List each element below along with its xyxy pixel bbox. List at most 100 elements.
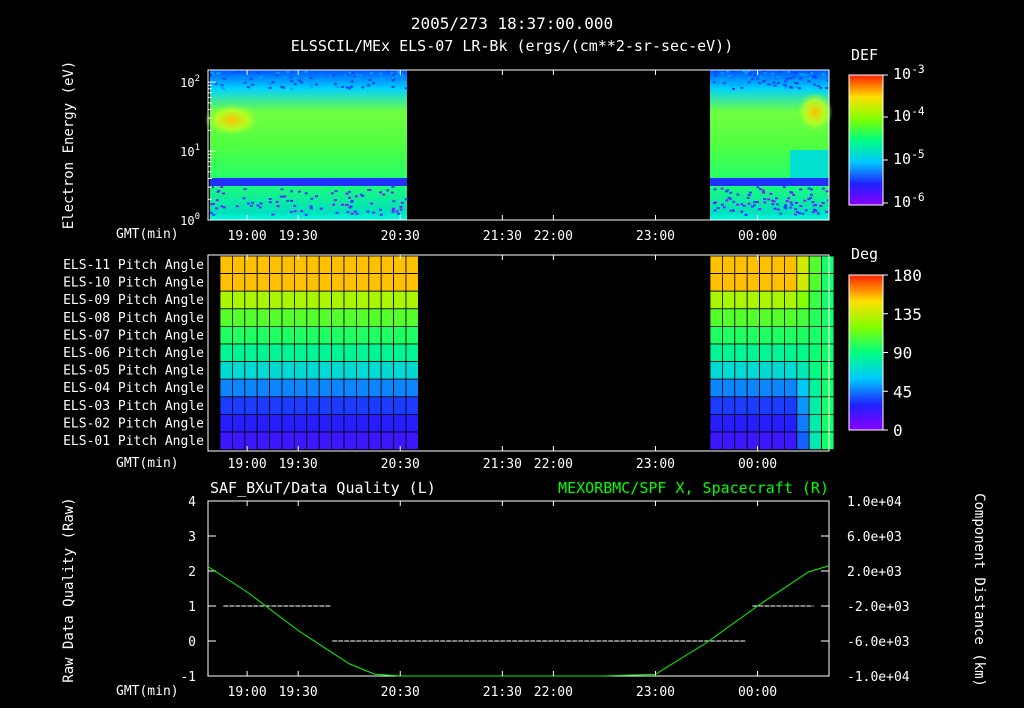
quality-right-ylabel: Component Distance (km) bbox=[971, 493, 987, 687]
quality-left-title: SAF_BXuT/Data Quality (L) bbox=[210, 479, 436, 497]
pitch-cell bbox=[746, 308, 761, 327]
pitch-cell bbox=[368, 413, 382, 433]
energy-speckle bbox=[256, 204, 260, 207]
energy-speckle bbox=[722, 206, 726, 209]
quality-left-ylabel: Raw Data Quality (Raw) bbox=[61, 497, 77, 682]
energy-speckle bbox=[314, 195, 318, 198]
pitch-cell bbox=[331, 413, 345, 433]
pitch-cell bbox=[759, 413, 773, 433]
energy-speckle bbox=[756, 186, 760, 189]
pitch-cell bbox=[759, 361, 773, 380]
energy-speckle bbox=[809, 196, 813, 199]
energy-speckle bbox=[379, 213, 383, 216]
pitch-cell bbox=[796, 396, 810, 415]
energy-speckle bbox=[785, 200, 789, 203]
pitch-cell bbox=[796, 413, 810, 433]
energy-speckle bbox=[769, 83, 773, 86]
def-colorbar-ticks: 10-3 10-4 10-5 10-6 bbox=[883, 63, 925, 211]
pitch-cell bbox=[293, 361, 308, 380]
energy-speckle bbox=[220, 85, 224, 88]
energy-speckle bbox=[220, 205, 224, 208]
energy-speckle bbox=[293, 204, 297, 207]
energy-speckle bbox=[215, 199, 219, 202]
pitch-cell bbox=[405, 325, 419, 345]
energy-speckle bbox=[803, 82, 807, 85]
pitch-cell bbox=[380, 431, 395, 451]
energy-speckle bbox=[379, 72, 383, 75]
pitch-cell bbox=[355, 290, 370, 310]
pitch-cell bbox=[771, 431, 785, 451]
energy-speckle bbox=[729, 84, 733, 87]
energy-speckle bbox=[712, 81, 716, 84]
pitch-cell bbox=[821, 325, 835, 345]
energy-speckle bbox=[367, 84, 371, 87]
energy-speckle bbox=[726, 70, 730, 73]
pitch-cell bbox=[821, 308, 835, 327]
pitch-cell bbox=[380, 325, 395, 345]
energy-speckle bbox=[807, 80, 811, 83]
energy-speckle bbox=[740, 82, 744, 85]
energy-speckle bbox=[767, 83, 771, 86]
pitch-cell bbox=[722, 325, 736, 345]
pitch-cell bbox=[759, 396, 773, 415]
energy-speckle bbox=[354, 195, 358, 198]
energy-speckle bbox=[399, 205, 403, 208]
pitch-cell bbox=[821, 431, 835, 451]
pitch-cell bbox=[709, 273, 723, 292]
energy-hotspot-2 bbox=[797, 92, 833, 132]
x-tick-label: 23:00 bbox=[636, 229, 675, 244]
energy-speckle bbox=[348, 71, 352, 74]
energy-speckle bbox=[784, 204, 788, 207]
energy-speckle bbox=[716, 82, 720, 85]
quality-left-tick-label: 4 bbox=[188, 495, 196, 510]
energy-segment-1 bbox=[210, 70, 407, 220]
pitch-cell bbox=[796, 290, 810, 310]
energy-speckle bbox=[773, 207, 777, 210]
pitch-cell bbox=[231, 378, 246, 398]
energy-speckle bbox=[771, 72, 775, 75]
energy-speckle bbox=[249, 78, 253, 81]
pitch-cell bbox=[256, 431, 271, 451]
pitch-cell bbox=[771, 396, 785, 415]
pitch-cell bbox=[343, 396, 357, 415]
pitch-cell bbox=[709, 413, 723, 433]
energy-speckle bbox=[386, 70, 390, 73]
energy-speckle bbox=[789, 77, 793, 80]
energy-speckle bbox=[222, 206, 226, 209]
energy-speckle bbox=[350, 199, 354, 202]
pitch-cell bbox=[281, 361, 295, 380]
pitch-cell bbox=[734, 431, 748, 451]
pitch-cell bbox=[343, 361, 357, 380]
pitch-cell bbox=[231, 290, 246, 310]
energy-speckle bbox=[812, 208, 816, 211]
pitch-cell bbox=[244, 378, 258, 398]
quality-frame bbox=[207, 500, 830, 677]
energy-speckle bbox=[811, 201, 815, 204]
pitch-x-label: GMT(min) bbox=[116, 456, 179, 471]
pitch-cell bbox=[293, 308, 308, 327]
energy-speckle bbox=[289, 76, 293, 79]
pitch-cell bbox=[231, 325, 246, 345]
energy-speckle bbox=[400, 74, 404, 77]
energy-speckle bbox=[210, 83, 214, 86]
quality-right-tick-label: -1.0e+04 bbox=[847, 670, 910, 685]
energy-speckle bbox=[771, 203, 775, 206]
energy-speckle bbox=[309, 77, 313, 80]
energy-speckle bbox=[286, 199, 290, 202]
energy-speckle bbox=[816, 84, 820, 87]
pitch-cell bbox=[405, 361, 419, 380]
pitch-cell bbox=[734, 361, 748, 380]
energy-speckle bbox=[744, 71, 748, 74]
pitch-cell bbox=[331, 431, 345, 451]
energy-speckle bbox=[289, 210, 293, 213]
pitch-cell bbox=[746, 343, 761, 363]
energy-speckle bbox=[347, 81, 351, 84]
energy-speckle bbox=[740, 210, 744, 213]
energy-speckle bbox=[732, 70, 736, 73]
pitch-cell bbox=[771, 343, 785, 363]
energy-speckle bbox=[276, 72, 280, 75]
energy-speckle bbox=[769, 192, 773, 195]
pitch-cell bbox=[405, 431, 419, 451]
pitch-cell bbox=[306, 343, 320, 363]
pitch-cell bbox=[355, 361, 370, 380]
